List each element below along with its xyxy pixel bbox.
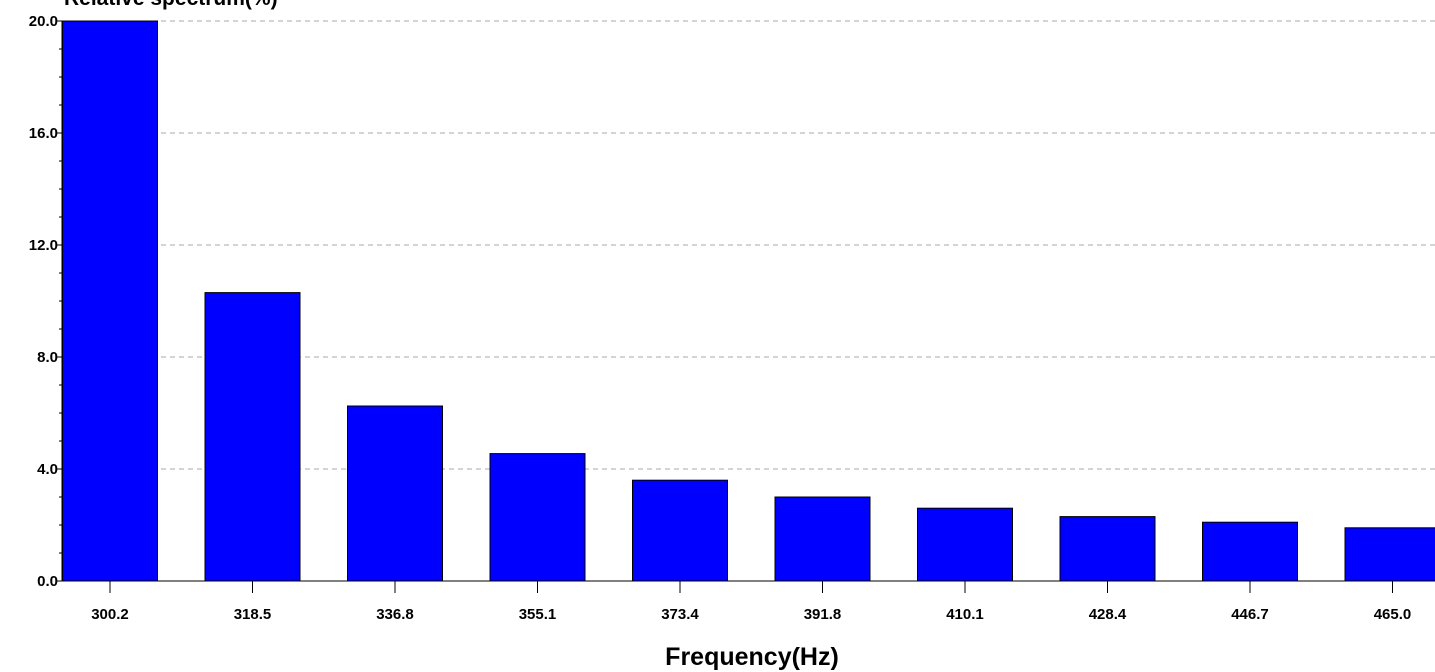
x-tick-label: 446.7 (1231, 606, 1269, 623)
bar (489, 453, 586, 582)
x-tick-label: 355.1 (519, 606, 557, 623)
y-tick-label: 8.0 (37, 349, 58, 366)
x-tick-label: 428.4 (1089, 606, 1127, 623)
x-tick-label: 318.5 (234, 606, 272, 623)
bar (347, 405, 443, 582)
x-tick-label: 336.8 (376, 606, 414, 623)
x-tick-labels: 300.2 318.5 336.8 355.1 373.4 391.8 410.1 428.4… (91, 606, 1411, 623)
y-tick-label: 20.0 (29, 13, 58, 30)
y-tick-label: 12.0 (29, 237, 58, 254)
x-tick-label: 300.2 (91, 606, 129, 623)
y-tick-label: 16.0 (29, 125, 58, 142)
bar (1344, 527, 1435, 582)
x-tick-label: 465.0 (1374, 606, 1412, 623)
y-axis-title: Relative spectrum(%) (64, 0, 278, 10)
bar (632, 479, 728, 582)
bar (917, 507, 1013, 582)
axes (56, 20, 1435, 593)
y-tick-label: 0.0 (37, 573, 58, 590)
bar (774, 496, 871, 582)
y-tick-labels: 0.0 4.0 8.0 12.0 16.0 20.0 (29, 13, 58, 590)
bars (62, 20, 1435, 582)
x-tick-label: 373.4 (661, 606, 699, 623)
bar (62, 20, 158, 582)
x-tick-label: 410.1 (946, 606, 984, 623)
bar (204, 292, 301, 582)
bar (1202, 521, 1298, 582)
x-tick-label: 391.8 (804, 606, 842, 623)
x-axis-title: Frequency(Hz) (665, 643, 839, 671)
bar (1059, 516, 1156, 582)
y-tick-label: 4.0 (37, 461, 58, 478)
